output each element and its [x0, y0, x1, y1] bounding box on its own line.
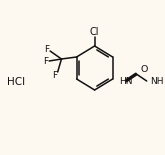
Text: F: F — [52, 71, 57, 80]
Text: Cl: Cl — [90, 27, 99, 37]
Text: F: F — [44, 46, 49, 55]
Text: O: O — [140, 64, 148, 73]
Text: F: F — [43, 57, 48, 66]
Text: HCl: HCl — [7, 77, 25, 87]
Text: NH: NH — [150, 78, 164, 86]
Text: HN: HN — [119, 77, 133, 86]
